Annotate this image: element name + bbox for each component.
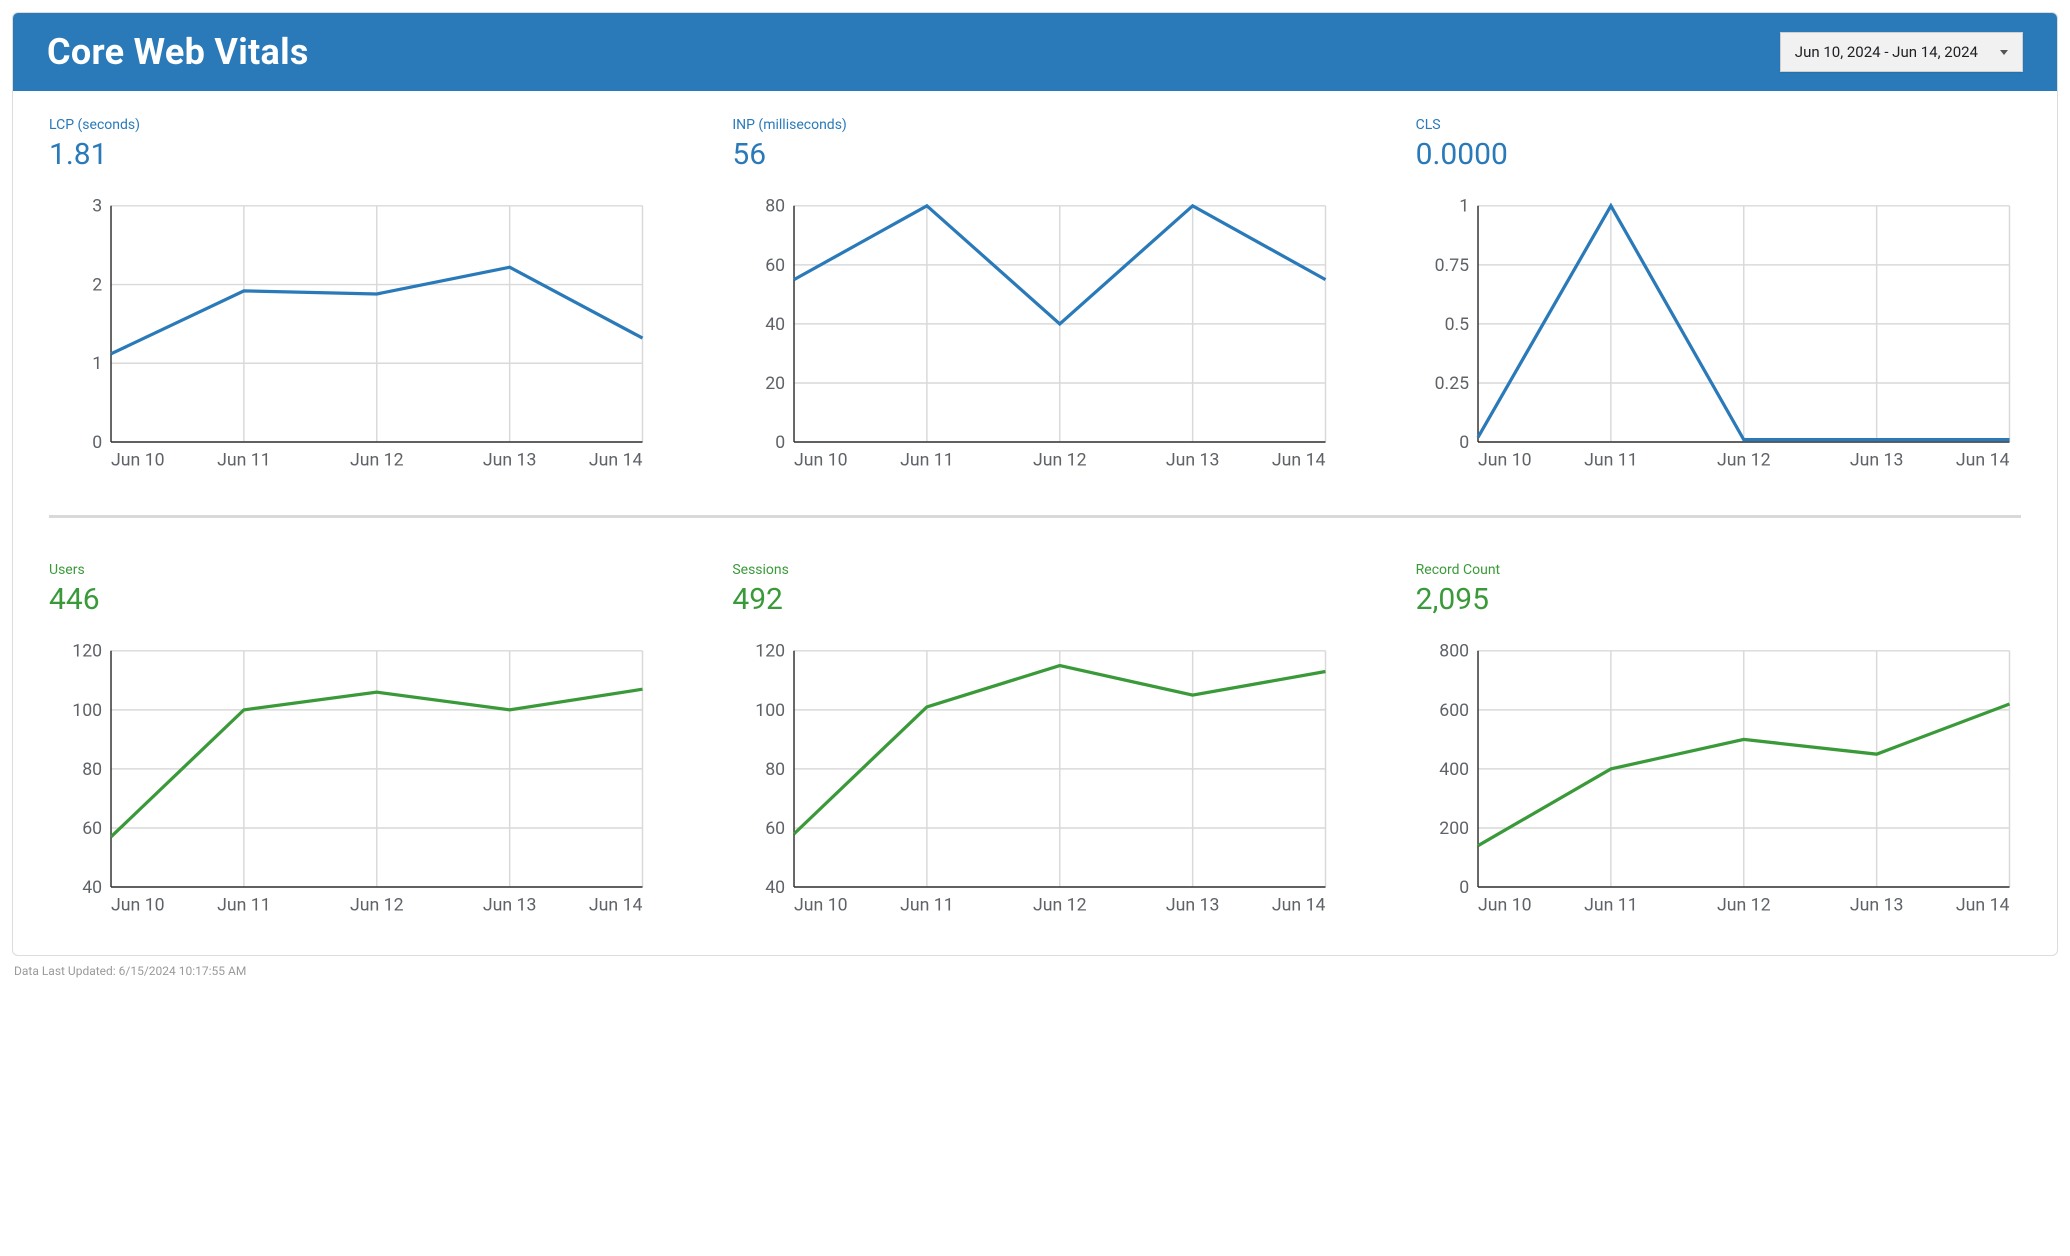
- svg-text:Jun 10: Jun 10: [794, 895, 848, 915]
- metric-label: LCP (seconds): [49, 117, 654, 133]
- svg-text:Jun 10: Jun 10: [1478, 895, 1532, 915]
- svg-text:20: 20: [766, 374, 786, 394]
- page-title: Core Web Vitals: [47, 31, 309, 73]
- svg-text:Jun 12: Jun 12: [350, 895, 404, 915]
- metric-users: Users 446 40 60 80 100 120 Jun 10 Jun 11 Jun 12…: [25, 562, 678, 920]
- svg-text:Jun 11: Jun 11: [900, 451, 954, 471]
- metric-sessions: Sessions 492 40 60 80 100 120 Jun 10 Jun 11 Jun…: [708, 562, 1361, 920]
- svg-text:3: 3: [92, 197, 102, 217]
- svg-text:0: 0: [776, 433, 786, 453]
- svg-text:Jun 14: Jun 14: [1956, 451, 2010, 471]
- svg-text:Jun 14: Jun 14: [1272, 895, 1326, 915]
- svg-text:Jun 12: Jun 12: [1717, 895, 1771, 915]
- svg-text:Jun 10: Jun 10: [1478, 451, 1532, 471]
- svg-text:100: 100: [72, 700, 102, 720]
- svg-text:Jun 13: Jun 13: [1166, 451, 1220, 471]
- svg-text:80: 80: [766, 197, 786, 217]
- svg-text:600: 600: [1439, 700, 1469, 720]
- svg-text:800: 800: [1439, 641, 1469, 661]
- svg-text:Jun 10: Jun 10: [111, 895, 165, 915]
- metrics-row-bottom: Users 446 40 60 80 100 120 Jun 10 Jun 11 Jun 12…: [25, 562, 2045, 920]
- metric-value: 0.0000: [1416, 137, 2021, 172]
- svg-text:120: 120: [72, 641, 102, 661]
- metric-label: Record Count: [1416, 562, 2021, 578]
- svg-text:40: 40: [82, 877, 102, 897]
- svg-text:1: 1: [92, 354, 102, 374]
- date-range-label: Jun 10, 2024 - Jun 14, 2024: [1795, 43, 1978, 61]
- svg-text:Jun 11: Jun 11: [217, 895, 271, 915]
- metric-label: Users: [49, 562, 654, 578]
- metric-chart: 0 200 400 600 800 Jun 10 Jun 11 Jun 12 Jun 13 Jun…: [1416, 639, 2021, 920]
- svg-text:100: 100: [756, 700, 786, 720]
- svg-text:Jun 11: Jun 11: [1584, 895, 1638, 915]
- svg-text:60: 60: [82, 818, 102, 838]
- svg-text:Jun 14: Jun 14: [1272, 451, 1326, 471]
- svg-text:0.75: 0.75: [1434, 256, 1469, 276]
- metric-value: 2,095: [1416, 582, 2021, 617]
- metric-value: 446: [49, 582, 654, 617]
- svg-text:60: 60: [766, 256, 786, 276]
- dashboard-page: Core Web Vitals Jun 10, 2024 - Jun 14, 2…: [0, 0, 2070, 998]
- svg-text:Jun 12: Jun 12: [1717, 451, 1771, 471]
- svg-text:Jun 13: Jun 13: [483, 451, 537, 471]
- svg-text:0.25: 0.25: [1434, 374, 1469, 394]
- svg-text:0: 0: [92, 433, 102, 453]
- svg-text:Jun 13: Jun 13: [1166, 895, 1220, 915]
- svg-text:2: 2: [92, 275, 102, 295]
- svg-text:0.5: 0.5: [1444, 315, 1469, 335]
- svg-text:40: 40: [766, 877, 786, 897]
- svg-text:80: 80: [82, 759, 102, 779]
- metrics-row-top: LCP (seconds) 1.81 0 1 2 3 Jun 10 Jun 11 Jun 1…: [25, 117, 2045, 475]
- svg-text:Jun 14: Jun 14: [1956, 895, 2010, 915]
- svg-text:Jun 12: Jun 12: [1033, 451, 1087, 471]
- metric-value: 56: [732, 137, 1337, 172]
- date-range-picker[interactable]: Jun 10, 2024 - Jun 14, 2024: [1780, 32, 2023, 72]
- svg-text:1: 1: [1459, 197, 1469, 217]
- svg-text:60: 60: [766, 818, 786, 838]
- svg-text:Jun 14: Jun 14: [589, 895, 643, 915]
- metric-cls: CLS 0.0000 0 0.25 0.5 0.75 1 Jun 10 Jun 11 Jun …: [1392, 117, 2045, 475]
- svg-text:Jun 11: Jun 11: [900, 895, 954, 915]
- footer-last-updated: Data Last Updated: 6/15/2024 10:17:55 AM: [12, 956, 2058, 986]
- metric-record_count: Record Count 2,095 0 200 400 600 800 Jun 10 Ju…: [1392, 562, 2045, 920]
- metric-label: CLS: [1416, 117, 2021, 133]
- svg-text:0: 0: [1459, 877, 1469, 897]
- svg-text:Jun 13: Jun 13: [1849, 451, 1903, 471]
- metric-chart: 40 60 80 100 120 Jun 10 Jun 11 Jun 12 Jun 13 Jun …: [49, 639, 654, 920]
- svg-text:80: 80: [766, 759, 786, 779]
- svg-text:40: 40: [766, 315, 786, 335]
- dashboard-body: LCP (seconds) 1.81 0 1 2 3 Jun 10 Jun 11 Jun 1…: [13, 91, 2057, 955]
- metric-value: 492: [732, 582, 1337, 617]
- metric-chart: 0 1 2 3 Jun 10 Jun 11 Jun 12 Jun 13 Jun 14: [49, 194, 654, 475]
- svg-text:Jun 13: Jun 13: [1849, 895, 1903, 915]
- svg-text:Jun 10: Jun 10: [111, 451, 165, 471]
- dashboard-card: Core Web Vitals Jun 10, 2024 - Jun 14, 2…: [12, 12, 2058, 956]
- svg-text:Jun 13: Jun 13: [483, 895, 537, 915]
- svg-text:Jun 14: Jun 14: [589, 451, 643, 471]
- metric-value: 1.81: [49, 137, 654, 172]
- chevron-down-icon: [2000, 50, 2008, 55]
- svg-text:Jun 11: Jun 11: [1584, 451, 1638, 471]
- svg-text:Jun 12: Jun 12: [1033, 895, 1087, 915]
- metric-chart: 0 20 40 60 80 Jun 10 Jun 11 Jun 12 Jun 13 Jun 14: [732, 194, 1337, 475]
- metric-lcp: LCP (seconds) 1.81 0 1 2 3 Jun 10 Jun 11 Jun 1…: [25, 117, 678, 475]
- metric-label: Sessions: [732, 562, 1337, 578]
- metric-label: INP (milliseconds): [732, 117, 1337, 133]
- svg-text:Jun 10: Jun 10: [794, 451, 848, 471]
- dashboard-header: Core Web Vitals Jun 10, 2024 - Jun 14, 2…: [13, 13, 2057, 91]
- metric-inp: INP (milliseconds) 56 0 20 40 60 80 Jun 10 Jun…: [708, 117, 1361, 475]
- section-divider: [49, 515, 2021, 518]
- metric-chart: 0 0.25 0.5 0.75 1 Jun 10 Jun 11 Jun 12 Jun 13 Jun…: [1416, 194, 2021, 475]
- svg-text:120: 120: [756, 641, 786, 661]
- svg-text:400: 400: [1439, 759, 1469, 779]
- metric-chart: 40 60 80 100 120 Jun 10 Jun 11 Jun 12 Jun 13 Jun …: [732, 639, 1337, 920]
- svg-text:Jun 12: Jun 12: [350, 451, 404, 471]
- svg-text:0: 0: [1459, 433, 1469, 453]
- svg-text:200: 200: [1439, 818, 1469, 838]
- svg-text:Jun 11: Jun 11: [217, 451, 271, 471]
